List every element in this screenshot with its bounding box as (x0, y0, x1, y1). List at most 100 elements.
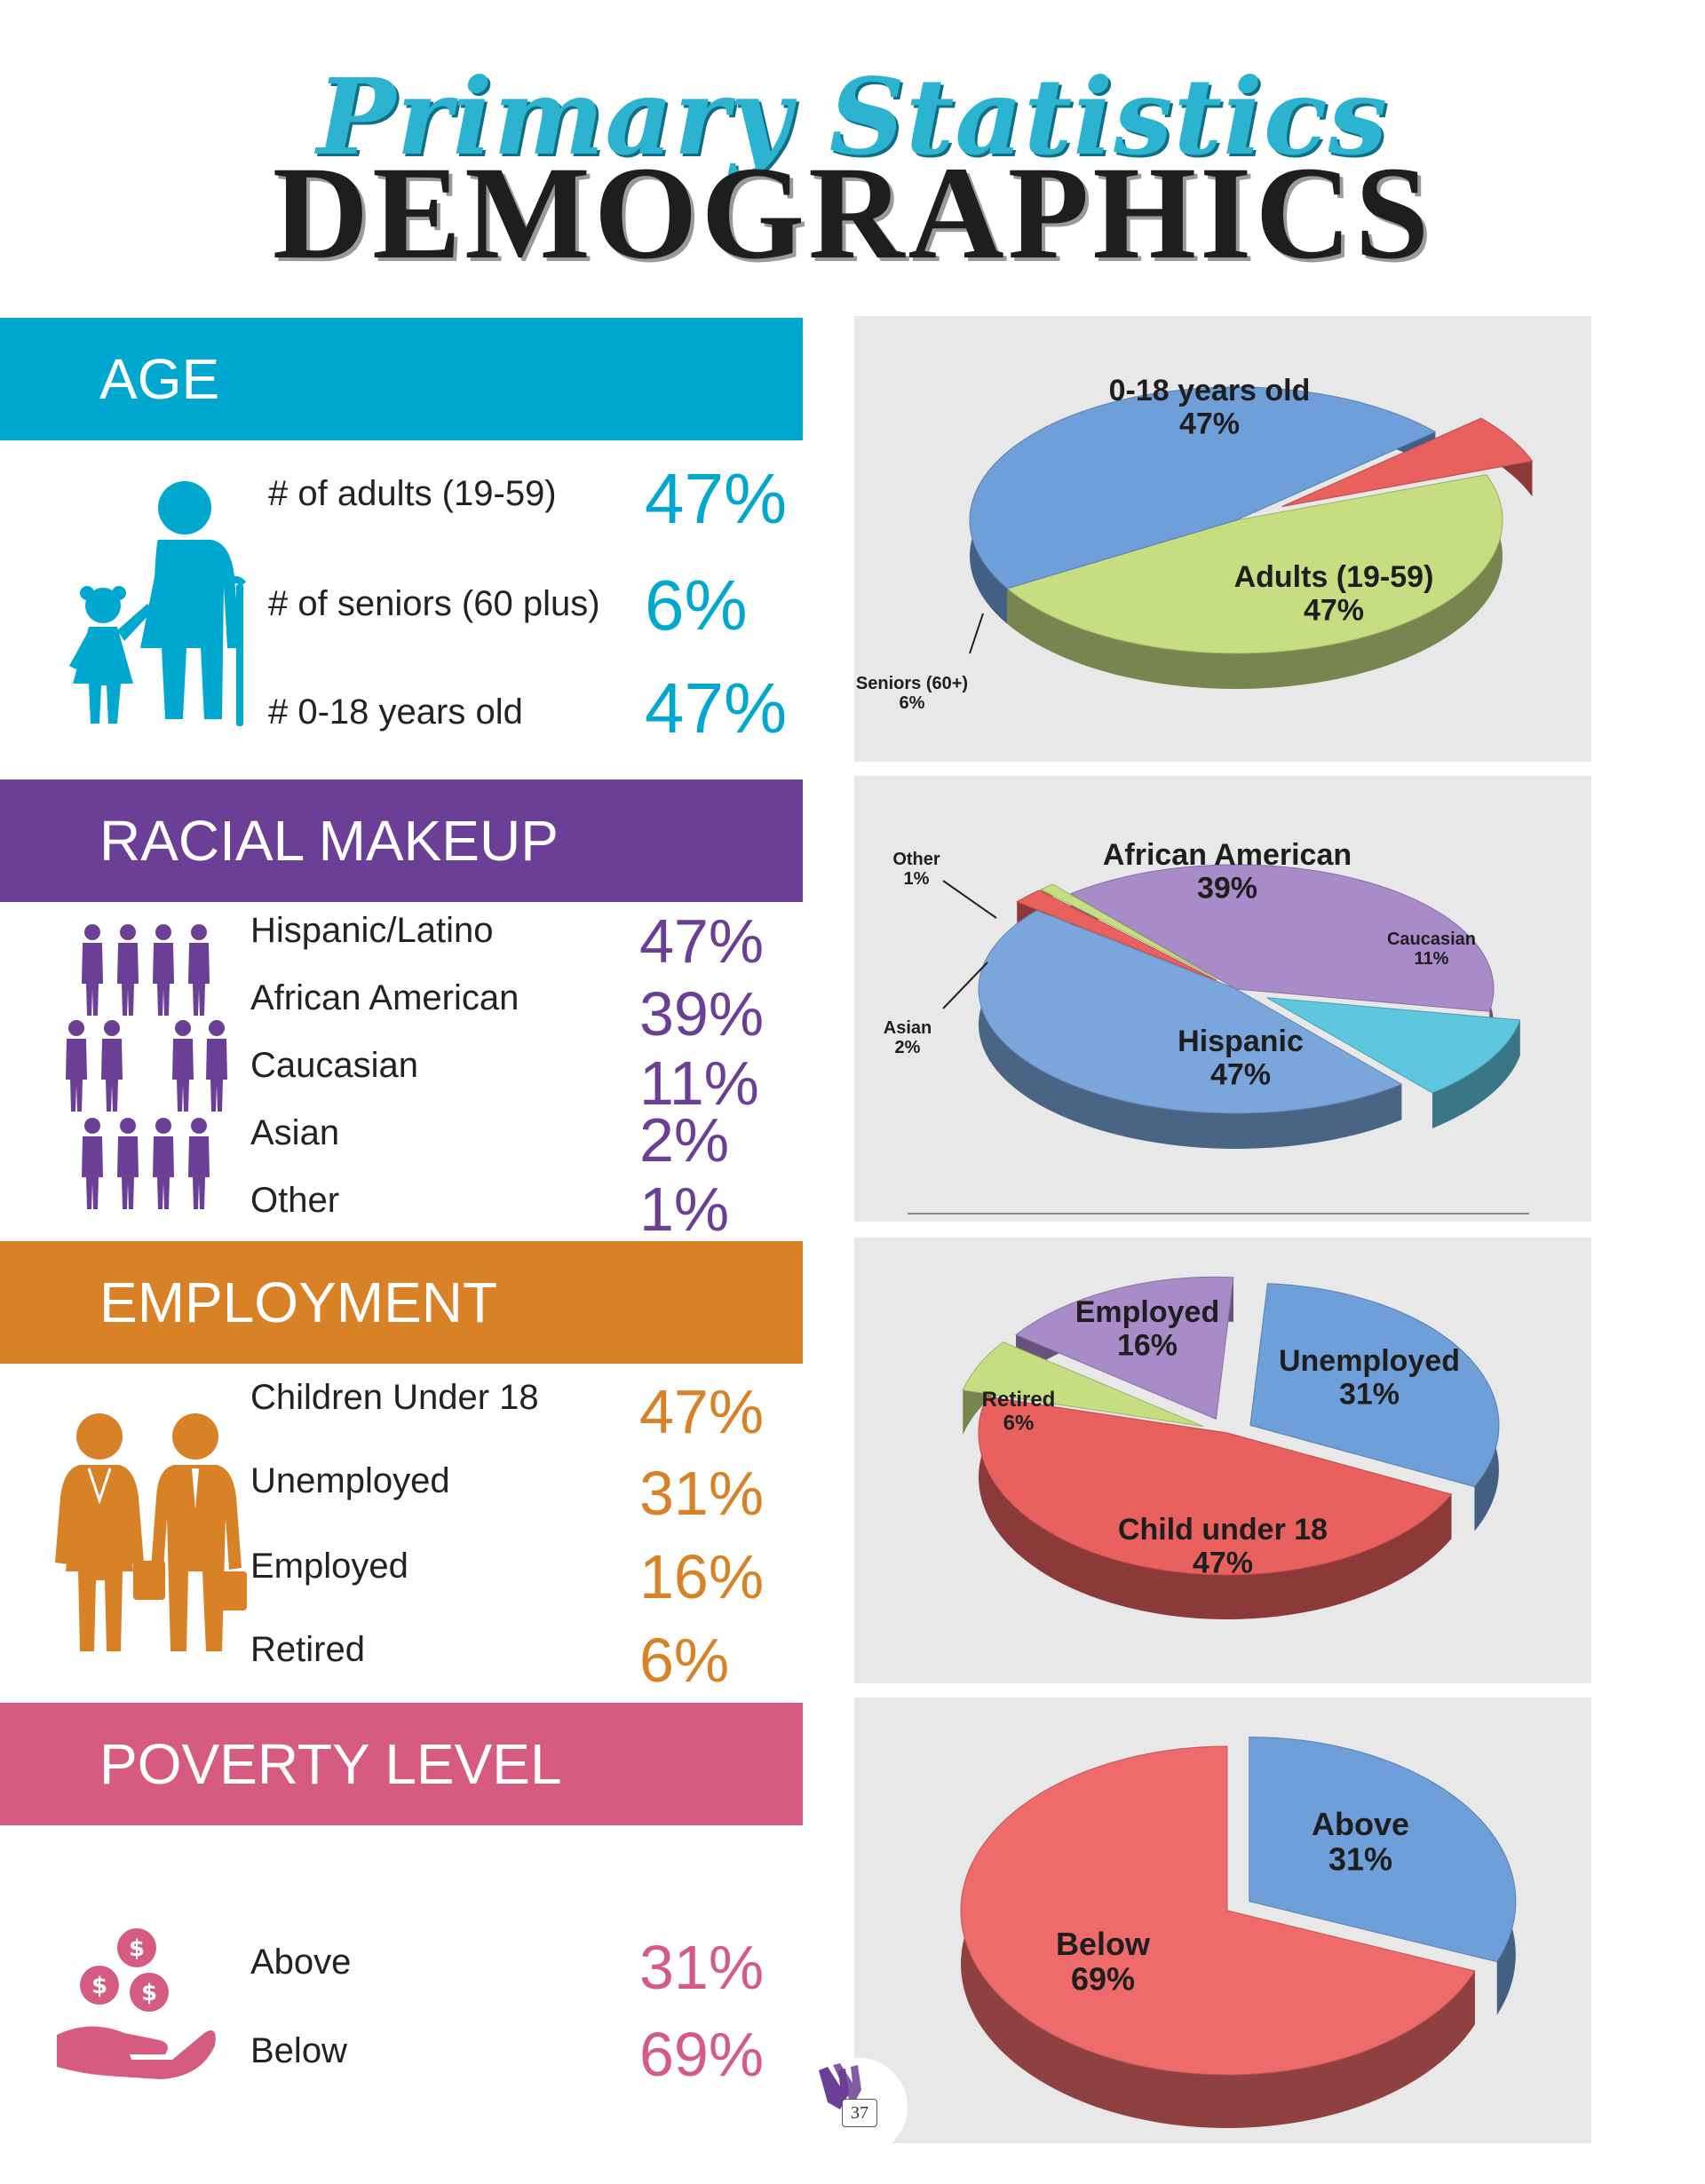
leader-line (942, 880, 997, 919)
pie-slice-value: 2% (895, 1038, 921, 1057)
leader-line (969, 613, 984, 654)
pie-slice (978, 1396, 1453, 1576)
pie-slice-label: Hispanic (1178, 1025, 1304, 1058)
age-row-label: # 0-18 years old (268, 692, 523, 732)
race-heading: RACIAL MAKEUP (0, 779, 803, 902)
employment-row-value: 16% (639, 1542, 765, 1611)
pie-slice-value: 1% (904, 869, 930, 889)
pie-slice-value: 47% (1179, 407, 1240, 440)
pie-slice-label: Employed (1075, 1295, 1219, 1329)
pie-slice (962, 1341, 1204, 1428)
pie-slice (1015, 1276, 1234, 1420)
pie-slice-value: 6% (900, 693, 925, 713)
race-row-value: 1% (639, 1175, 730, 1244)
employment-row-label: Children Under 18 (250, 1378, 539, 1417)
pie-slice (960, 1745, 1476, 2076)
poverty-row-label: Above (250, 1943, 352, 1982)
age-row-label: # of adults (19-59) (268, 474, 557, 513)
people-group-icon (66, 924, 227, 1209)
pie-slice-label: Above (1312, 1806, 1409, 1842)
pie-slice-label: Other (892, 850, 940, 869)
header-script-title: Primary Statistics (316, 55, 1389, 178)
age-row-value: 47% (645, 669, 788, 748)
age-row-label: # of seniors (60 plus) (268, 584, 600, 623)
poverty-row-value: 69% (639, 2020, 765, 2089)
employment-heading: EMPLOYMENT (0, 1241, 803, 1364)
pie-slice-label: Child under 18 (1118, 1513, 1328, 1547)
pie-slice-value: 31% (1339, 1377, 1400, 1411)
svg-text:$: $ (141, 1980, 157, 2006)
pie-slice (1266, 997, 1521, 1094)
age-row-value: 47% (645, 459, 788, 538)
employment-chart-panel: Unemployed 31% Child under 18 47% Retired 6% E… (854, 1238, 1591, 1683)
employment-row-label: Employed (250, 1547, 408, 1586)
age-chart-panel: 0-18 years old 47% Adults (19-59) 47% Senior… (854, 316, 1591, 762)
pie-slice-value: 31% (1328, 1841, 1392, 1878)
race-row-value: 11% (639, 1048, 759, 1118)
pie-slice-label: Adults (19-59) (1234, 560, 1434, 594)
svg-text:$: $ (129, 1935, 145, 1962)
age-heading: AGE (0, 318, 803, 440)
pie-slice-label: Below (1056, 1926, 1151, 1962)
pie-slice-value: 47% (1193, 1546, 1253, 1579)
race-row-value: 47% (639, 906, 765, 976)
race-row-label: Asian (250, 1113, 340, 1152)
pie-slice (969, 386, 1437, 590)
race-row-label: Other (250, 1181, 340, 1220)
pie-slice-side (1431, 1019, 1520, 1128)
workers-icon (55, 1413, 247, 1651)
pie-slice-label: Seniors (60+) (856, 674, 968, 693)
pie-slice (1069, 864, 1495, 1012)
pie-slice (1249, 1737, 1517, 1963)
pie-slice-side (979, 1397, 1452, 1619)
pie-slice (978, 909, 1403, 1114)
race-row-label: African American (250, 978, 519, 1017)
poverty-chart-panel: Above 31% Below 69% (854, 1697, 1591, 2143)
race-chart-panel: African American 39% Caucasian 11% Hispanic 4… (854, 776, 1591, 1222)
age-row-value: 6% (645, 566, 748, 645)
leader-line (942, 961, 988, 1009)
page-number: 37 (842, 2099, 877, 2127)
pie-slice-label: Unemployed (1279, 1344, 1460, 1378)
pie-slice-label: 0-18 years old (1109, 374, 1311, 408)
pie-slice-value: 16% (1117, 1328, 1178, 1362)
employment-row-value: 31% (639, 1459, 765, 1528)
poverty-row-label: Below (250, 2031, 347, 2070)
grandmother-child-icon (69, 481, 247, 726)
pie-slice-value: 47% (1304, 593, 1364, 627)
hand-coins-icon: $ $ $ (57, 1928, 216, 2079)
hands-logo-icon (819, 2063, 861, 2109)
divider (908, 1213, 1529, 1215)
svg-text:$: $ (91, 1973, 107, 1999)
pie-slice-value: 47% (1210, 1057, 1271, 1091)
employment-row-label: Unemployed (250, 1461, 450, 1500)
race-row-value: 2% (639, 1105, 730, 1175)
page-title: DEMOGRAPHICS (272, 139, 1433, 287)
pie-slice (1006, 474, 1503, 654)
pie-slice-label: Retired (982, 1388, 1056, 1412)
employment-row-value: 6% (639, 1626, 730, 1695)
pie-slice-value: 11% (1415, 949, 1449, 969)
poverty-row-value: 31% (639, 1933, 765, 2002)
race-row-label: Hispanic/Latino (250, 911, 494, 950)
employment-row-value: 47% (639, 1377, 765, 1446)
employment-row-label: Retired (250, 1630, 365, 1669)
pie-slice (1016, 890, 1217, 981)
race-row-value: 39% (639, 979, 765, 1048)
race-row-label: Caucasian (250, 1046, 419, 1085)
pie-slice-label: Asian (884, 1018, 932, 1038)
pie-slice (1249, 1283, 1500, 1488)
pie-slice-label: Caucasian (1387, 930, 1476, 949)
pie-slice-value: 39% (1197, 871, 1257, 905)
pie-slice-side (1007, 474, 1503, 689)
pie-slice-value: 6% (1003, 1411, 1035, 1435)
pie-slice-value: 69% (1071, 1961, 1135, 1998)
pie-slice (1039, 883, 1219, 980)
pie-slice (1281, 417, 1534, 508)
poverty-heading: POVERTY LEVEL (0, 1703, 803, 1825)
pie-slice-label: African American (1103, 838, 1352, 872)
